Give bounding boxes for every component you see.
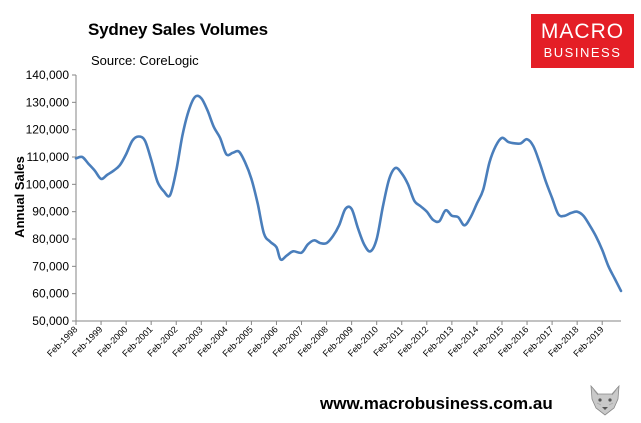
series-line (74, 94, 623, 293)
y-axis-title: Annual Sales (12, 156, 27, 238)
chart-title: Sydney Sales Volumes (88, 20, 268, 39)
website-url: www.macrobusiness.com.au (320, 394, 553, 413)
y-tick-label: 110,000 (27, 150, 70, 164)
logo-text-macro: MACRO (540, 20, 625, 43)
y-tick-label: 90,000 (32, 205, 69, 219)
y-tick-label: 80,000 (32, 232, 69, 246)
chart-source: Source: CoreLogic (91, 53, 199, 68)
wolf-head-icon (590, 384, 620, 416)
y-tick-label: 60,000 (32, 287, 69, 301)
y-tick-label: 120,000 (26, 123, 70, 137)
y-tick-label: 140,000 (26, 68, 70, 82)
y-tick-label: 100,000 (26, 177, 70, 191)
y-tick-label: 70,000 (32, 259, 69, 273)
macrobusiness-logo: MACRO BUSINESS (531, 14, 634, 68)
axes (72, 74, 621, 325)
logo-text-business: BUSINESS (543, 45, 622, 60)
tick-labels: 50,000 60,000 70,000 80,000 90,000 100,000 110… (26, 68, 606, 359)
y-tick-label: 130,000 (26, 95, 70, 109)
y-tick-label: 50,000 (32, 314, 69, 328)
